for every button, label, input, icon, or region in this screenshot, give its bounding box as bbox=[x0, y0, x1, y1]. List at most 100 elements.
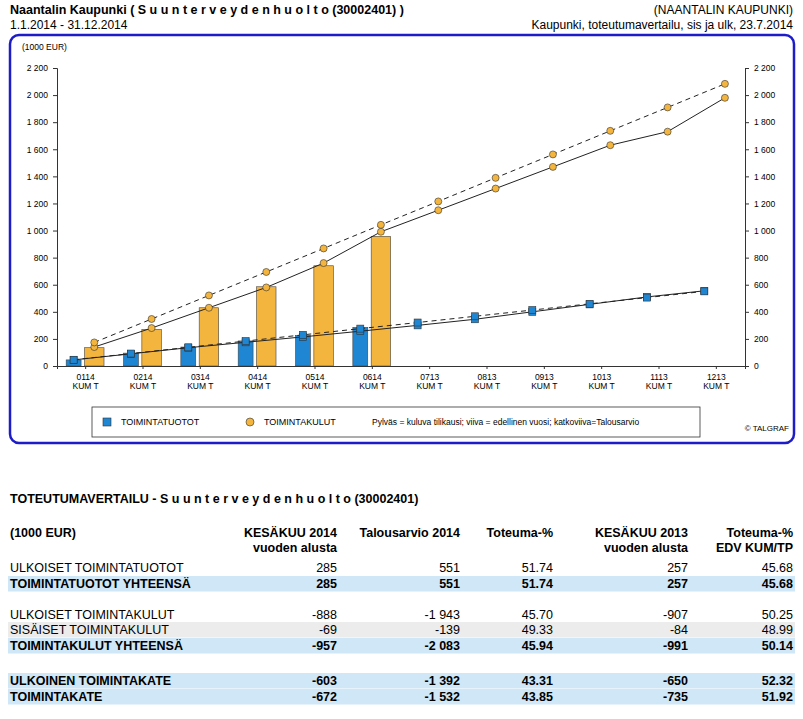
y2-tick: 1 800 bbox=[745, 117, 776, 127]
y2-tick: 200 bbox=[745, 334, 768, 344]
y-tick-label: 1 400 bbox=[27, 172, 49, 182]
cell: 257 bbox=[667, 561, 688, 575]
y2-tick: 1 400 bbox=[745, 172, 776, 182]
y2-axis: 02004006008001 0001 2001 4001 6001 8002 … bbox=[745, 63, 776, 371]
row-label: ULKOINEN TOIMINTAKATE bbox=[10, 674, 171, 688]
row-label: TOIMINTATUOTOT YHTEENSÄ bbox=[10, 576, 191, 591]
legend-label: TOIMINTATUOTOT bbox=[121, 417, 200, 427]
marker bbox=[701, 287, 708, 294]
y2-tick-mark bbox=[745, 149, 749, 150]
cell: -672 bbox=[312, 690, 337, 704]
y-tick-mark bbox=[53, 68, 57, 69]
y2-tick-mark bbox=[745, 231, 749, 232]
marker bbox=[607, 127, 614, 134]
plot-area bbox=[66, 80, 728, 366]
cell: 257 bbox=[667, 577, 688, 591]
marker bbox=[377, 221, 384, 228]
y2-tick-mark bbox=[745, 68, 749, 69]
cell: -84 bbox=[670, 623, 688, 637]
y2-tick-label: 1 000 bbox=[754, 226, 776, 236]
marker bbox=[492, 185, 499, 192]
cell: 49.33 bbox=[522, 623, 553, 637]
cell: -1 943 bbox=[425, 608, 460, 622]
marker bbox=[701, 288, 708, 295]
marker bbox=[549, 151, 556, 158]
x-axis-line bbox=[58, 367, 746, 370]
y2-tick-mark bbox=[745, 339, 749, 340]
cell: 45.94 bbox=[522, 639, 553, 653]
marker bbox=[643, 293, 650, 300]
y-tick: 1 800 bbox=[27, 117, 57, 127]
table-header: KESÄKUU 2013 bbox=[595, 525, 688, 540]
x-tick-label: 0913KUM T bbox=[531, 372, 557, 392]
x-tick-label: 0614KUM T bbox=[359, 372, 385, 392]
header-org: (NAANTALIN KAUPUNKI) bbox=[654, 3, 793, 17]
y2-tick: 2 000 bbox=[745, 90, 776, 100]
chart-frame bbox=[10, 35, 794, 443]
cell: 551 bbox=[439, 561, 460, 575]
legend-symbol bbox=[246, 418, 254, 426]
cell: -907 bbox=[663, 608, 688, 622]
x-tick-label: 0414KUM T bbox=[245, 372, 271, 392]
x-tick-label: 0813KUM T bbox=[474, 372, 500, 392]
bar bbox=[314, 266, 333, 366]
y2-tick-mark bbox=[745, 176, 749, 177]
y-tick: 1 600 bbox=[27, 144, 57, 154]
y-tick-label: 600 bbox=[34, 280, 48, 290]
cell: -2 083 bbox=[425, 639, 460, 653]
row-background bbox=[8, 689, 795, 705]
x-tick: 0214KUM T bbox=[130, 366, 156, 391]
marker-series bbox=[70, 287, 708, 363]
marker-series bbox=[91, 94, 729, 350]
y2-tick: 600 bbox=[745, 280, 768, 290]
x-tick: 0614KUM T bbox=[359, 366, 385, 391]
x-tick: 1013KUM T bbox=[589, 366, 615, 391]
x-tick-mark bbox=[487, 366, 488, 369]
y2-tick-label: 200 bbox=[754, 334, 768, 344]
x-tick: 1113KUM T bbox=[646, 366, 672, 391]
marker bbox=[435, 198, 442, 205]
marker bbox=[242, 338, 249, 345]
cell: 48.99 bbox=[762, 623, 793, 637]
y2-tick: 1 200 bbox=[745, 199, 776, 209]
cell: -603 bbox=[312, 674, 337, 688]
credit: © TALGRAF bbox=[745, 424, 789, 433]
cell: -735 bbox=[663, 690, 688, 704]
y2-tick-mark bbox=[745, 312, 749, 313]
y2-tick-label: 2 200 bbox=[754, 63, 776, 73]
y2-tick-label: 1 400 bbox=[754, 172, 776, 182]
marker bbox=[529, 307, 536, 314]
table-title: TOTEUTUMAVERTAILU - S u u n t e r v e y … bbox=[10, 492, 418, 506]
y-tick: 0 bbox=[43, 361, 57, 371]
y2-tick-label: 1 200 bbox=[754, 199, 776, 209]
marker bbox=[721, 94, 728, 101]
marker bbox=[263, 284, 270, 291]
x-tick-mark bbox=[659, 366, 660, 369]
x-tick: 0813KUM T bbox=[474, 366, 500, 391]
series-line bbox=[74, 291, 705, 359]
cell: 43.31 bbox=[522, 674, 553, 688]
marker bbox=[721, 80, 728, 87]
row-label: ULKOISET TOIMINTATUOTOT bbox=[10, 561, 184, 575]
series-line bbox=[74, 291, 705, 360]
x-tick-mark bbox=[601, 366, 602, 369]
y2-tick-label: 0 bbox=[754, 361, 759, 371]
y2-tick-mark bbox=[745, 95, 749, 96]
y2-tick: 800 bbox=[745, 253, 768, 263]
cell: -991 bbox=[663, 639, 688, 653]
table-header: (1000 EUR) bbox=[10, 526, 76, 540]
y2-tick-label: 600 bbox=[754, 280, 768, 290]
y-tick: 2 200 bbox=[27, 63, 57, 73]
marker bbox=[664, 104, 671, 111]
row-background bbox=[8, 673, 795, 689]
y-tick-mark bbox=[53, 339, 57, 340]
x-tick-mark bbox=[544, 366, 545, 369]
y-tick-mark bbox=[53, 95, 57, 96]
y-tick: 1 400 bbox=[27, 172, 57, 182]
y-axis-title: (1000 EUR) bbox=[22, 42, 67, 52]
marker bbox=[377, 228, 384, 235]
marker bbox=[357, 325, 364, 332]
legend-box bbox=[92, 407, 700, 437]
marker bbox=[586, 300, 593, 307]
row-label: SISÄISET TOIMINTAKULUT bbox=[10, 623, 169, 637]
